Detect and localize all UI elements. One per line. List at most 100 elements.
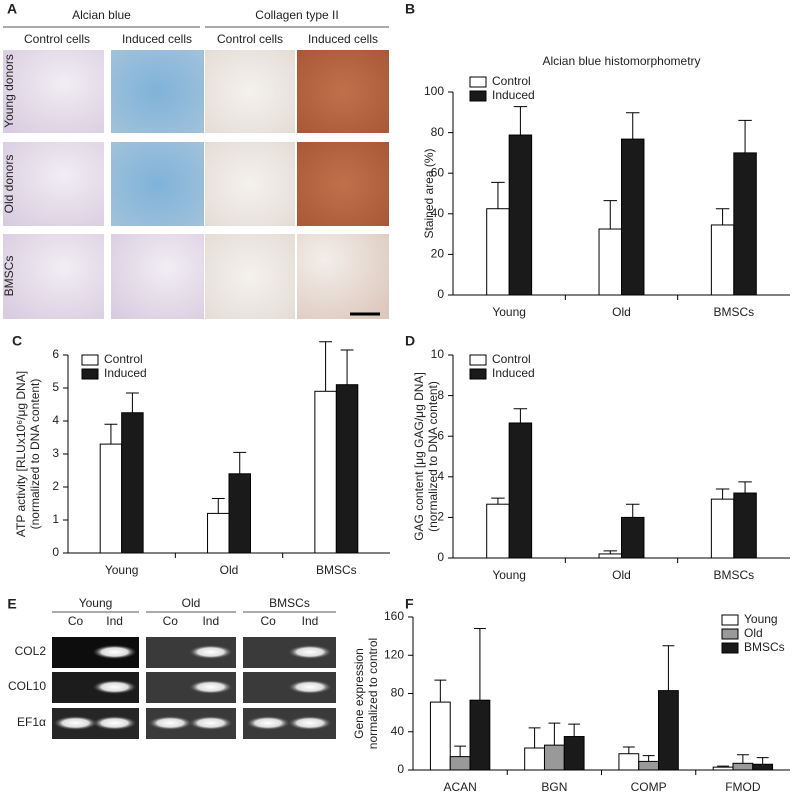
error-bar xyxy=(340,349,354,385)
y-tick-label: 0 xyxy=(397,762,404,776)
error-bar xyxy=(603,200,618,230)
bar xyxy=(228,473,251,554)
bar xyxy=(335,384,359,554)
group-header: Alcian blue xyxy=(72,8,131,22)
y-axis-label: Stained area (%) xyxy=(422,148,436,238)
micrograph xyxy=(297,142,389,226)
y-tick-label: 0 xyxy=(437,287,444,301)
row-label: Old donors xyxy=(2,155,16,214)
bar xyxy=(621,516,645,559)
y-tick-label: 20 xyxy=(431,247,445,261)
error-bar xyxy=(233,451,247,474)
panel-letter: E xyxy=(7,596,16,612)
gel-band xyxy=(188,645,233,659)
lane-label: Co xyxy=(163,614,179,628)
error-bar xyxy=(491,497,505,505)
bar xyxy=(449,756,471,771)
y-tick-label: 40 xyxy=(431,206,445,220)
x-tick-label: Old xyxy=(220,563,239,577)
bar xyxy=(752,763,774,771)
gel-band xyxy=(188,680,233,694)
error-bar xyxy=(491,181,505,209)
bar xyxy=(99,443,123,554)
legend-label: Induced xyxy=(492,366,535,380)
group-header: Old xyxy=(182,596,201,610)
error-bar xyxy=(625,503,640,518)
error-bar xyxy=(717,765,730,768)
y-tick-label: 100 xyxy=(424,84,444,98)
group-header: Collagen type II xyxy=(255,8,338,22)
error-bar xyxy=(568,723,581,737)
gel-band xyxy=(287,645,332,659)
legend-label: Induced xyxy=(104,366,147,380)
bar xyxy=(207,512,230,554)
x-tick-label: Young xyxy=(492,305,526,319)
bar xyxy=(508,134,533,296)
y-tick-label: 4 xyxy=(437,469,444,483)
lane-label: Ind xyxy=(106,614,123,628)
bar xyxy=(598,553,622,559)
micrograph xyxy=(3,234,104,319)
bar xyxy=(508,422,533,559)
column-header: Control cells xyxy=(217,32,283,46)
gel-band xyxy=(92,680,137,694)
bar xyxy=(733,492,757,559)
gel-band xyxy=(92,645,137,659)
x-tick-label: BMSCs xyxy=(316,563,357,577)
y-tick-label: 6 xyxy=(437,428,444,442)
group-header: BMSCs xyxy=(269,596,310,610)
x-tick-label: ACAN xyxy=(443,780,476,794)
gel-band xyxy=(53,716,98,730)
micrograph xyxy=(297,234,389,319)
error-bar xyxy=(642,755,655,762)
column-header: Induced cells xyxy=(122,32,192,46)
y-tick-label: 6 xyxy=(52,347,59,361)
column-header: Induced cells xyxy=(308,32,378,46)
bar xyxy=(486,208,510,296)
legend-label: Control xyxy=(492,74,531,88)
legend-label: BMSCs xyxy=(744,640,785,654)
images xyxy=(3,50,389,319)
error-bar xyxy=(513,408,528,424)
panel-letter: C xyxy=(12,333,22,349)
error-bar xyxy=(738,481,752,494)
y-tick-label: 0 xyxy=(52,545,59,559)
legend-swatch xyxy=(81,368,99,380)
y-tick-label: 3 xyxy=(52,446,59,460)
error-bar xyxy=(756,757,769,765)
column-header: Control cells xyxy=(24,32,90,46)
y-tick-label: 5 xyxy=(52,380,59,394)
legend-swatch xyxy=(469,76,487,88)
error-bar xyxy=(736,754,749,764)
lane-label: Co xyxy=(260,614,276,628)
bar xyxy=(638,760,660,771)
bar xyxy=(429,701,451,771)
gel-band xyxy=(287,680,332,694)
gel-band xyxy=(287,716,332,730)
panel-letter: F xyxy=(405,596,414,612)
x-tick-label: Young xyxy=(105,563,139,577)
row-label: Young donors xyxy=(2,54,16,128)
legend-swatch xyxy=(721,614,739,626)
gel-row-label: COL10 xyxy=(8,679,46,693)
error-bar xyxy=(125,392,139,413)
legend-swatch xyxy=(721,628,739,640)
micrograph xyxy=(205,50,295,133)
y-tick-label: 0 xyxy=(437,550,444,564)
gel-band xyxy=(92,716,137,730)
y-tick-label: 8 xyxy=(437,388,444,402)
micrograph xyxy=(111,142,204,226)
y-axis-label: Gene expression xyxy=(352,648,366,739)
bar xyxy=(710,224,735,296)
micrograph xyxy=(205,142,295,226)
gel-band xyxy=(148,716,193,730)
bar xyxy=(733,152,757,296)
x-tick-label: BGN xyxy=(541,780,567,794)
y-tick-label: 1 xyxy=(52,512,59,526)
error-bar xyxy=(738,119,752,153)
lane-label: Ind xyxy=(202,614,219,628)
y-tick-label: 60 xyxy=(431,165,445,179)
legend-label: Old xyxy=(744,626,763,640)
legend-label: Induced xyxy=(492,88,535,102)
